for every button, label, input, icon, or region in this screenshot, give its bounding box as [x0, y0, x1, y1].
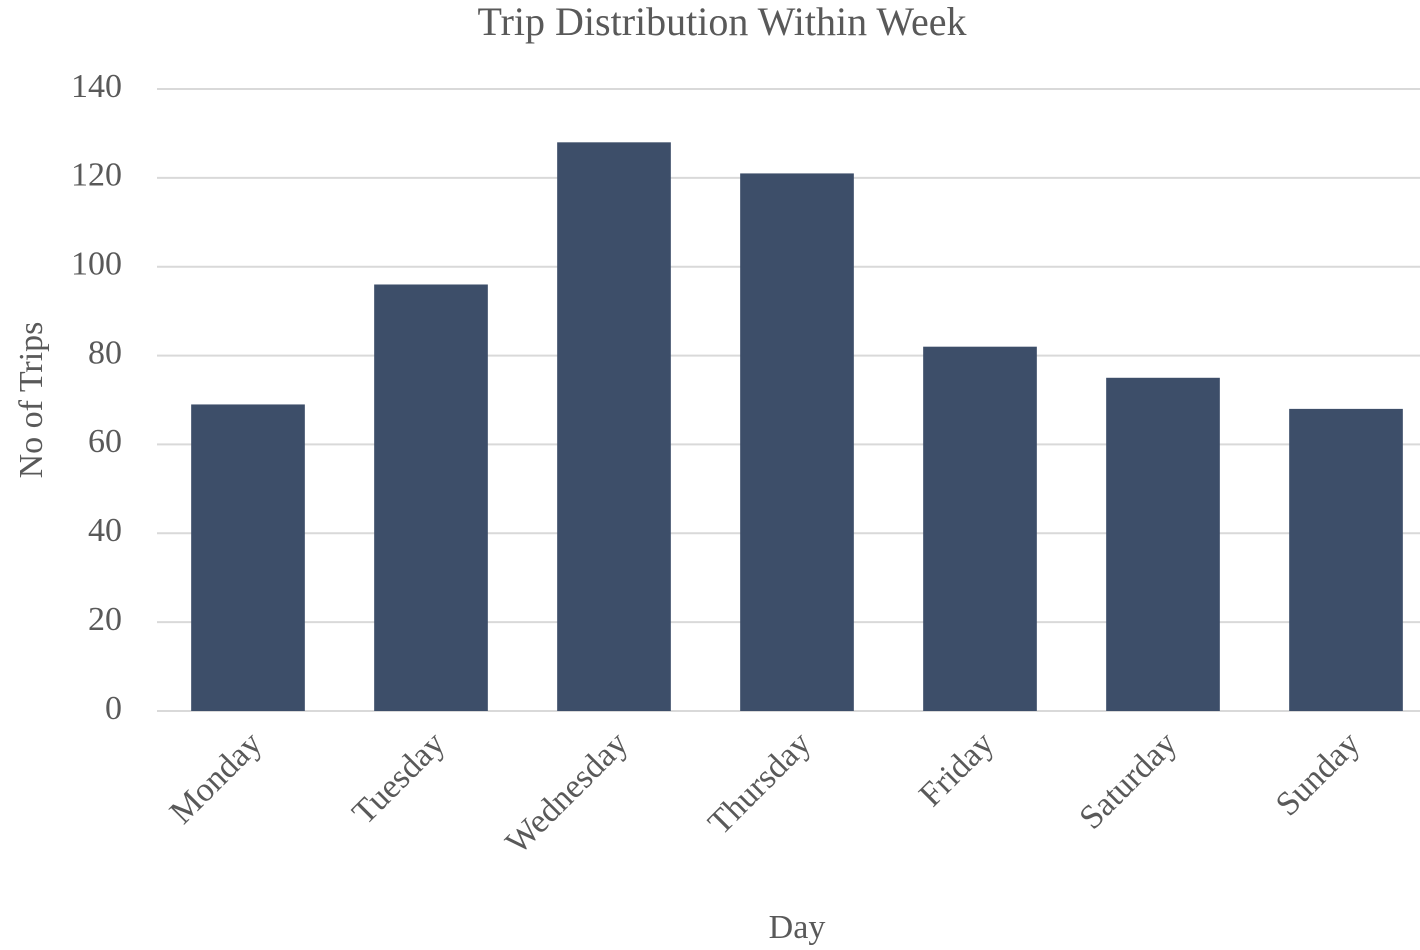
- x-tick-label: Saturday: [1073, 725, 1185, 837]
- bar: [1106, 377, 1220, 711]
- y-tick-label: 20: [88, 601, 122, 638]
- bar: [923, 346, 1037, 711]
- bar: [740, 173, 854, 711]
- x-tick-label: Thursday: [701, 725, 818, 842]
- y-tick-label: 80: [88, 334, 122, 371]
- bar: [557, 142, 671, 712]
- y-tick-label: 100: [71, 246, 122, 283]
- y-tick-label: 0: [105, 690, 122, 727]
- y-axis-title: No of Trips: [13, 322, 50, 479]
- y-tick-label: 60: [88, 423, 122, 460]
- bar: [374, 284, 488, 711]
- x-tick-label: Tuesday: [345, 725, 452, 832]
- x-tick-label: Wednesday: [499, 725, 635, 861]
- x-tick-label: Monday: [163, 725, 269, 831]
- x-tick-label: Sunday: [1269, 725, 1367, 823]
- bar: [1289, 408, 1403, 711]
- chart-title: Trip Distribution Within Week: [478, 0, 967, 44]
- y-tick-label: 140: [71, 68, 122, 105]
- bar: [191, 404, 305, 711]
- x-tick-label: Friday: [912, 725, 1001, 814]
- y-tick-label: 40: [88, 512, 122, 549]
- x-axis-title: Day: [769, 909, 826, 946]
- y-tick-label: 120: [71, 157, 122, 194]
